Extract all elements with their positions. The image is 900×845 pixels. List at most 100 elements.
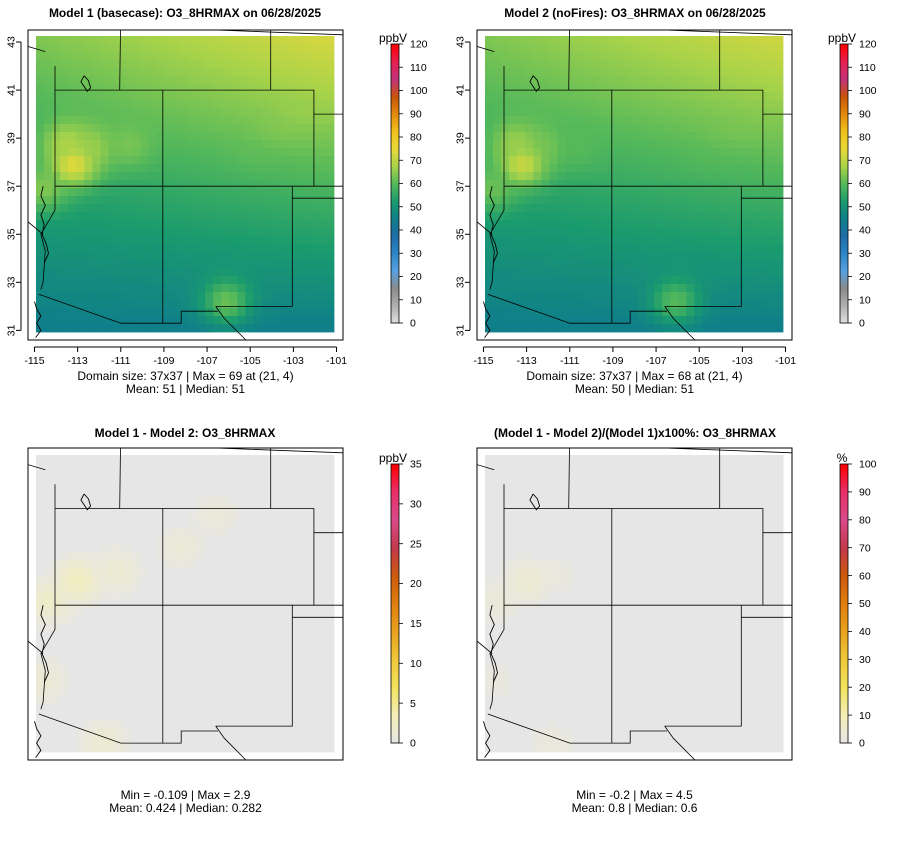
heatmap-cell xyxy=(549,244,557,252)
heatmap-cell xyxy=(221,680,229,688)
heatmap-cell xyxy=(775,300,783,308)
heatmap-cell xyxy=(326,124,334,132)
heatmap-cell xyxy=(205,471,213,479)
heatmap-cell xyxy=(108,567,116,575)
heatmap-cell xyxy=(92,487,100,495)
heatmap-cell xyxy=(108,148,116,156)
heatmap-cell xyxy=(92,575,100,583)
heatmap-cell xyxy=(294,479,302,487)
heatmap-cell xyxy=(302,36,310,44)
heatmap-cell xyxy=(133,308,141,316)
heatmap-cell xyxy=(694,196,702,204)
colorbar-swatch xyxy=(391,634,399,637)
heatmap-cell xyxy=(68,180,76,188)
heatmap-cell xyxy=(767,471,775,479)
heatmap-cell xyxy=(678,164,686,172)
heatmap-cell xyxy=(302,599,310,607)
colorbar-swatch xyxy=(391,218,399,221)
heatmap-cell xyxy=(557,140,565,148)
heatmap-cell xyxy=(84,204,92,212)
heatmap-cell xyxy=(326,527,334,535)
heatmap-cell xyxy=(221,624,229,632)
heatmap-cell xyxy=(711,244,719,252)
heatmap-cell xyxy=(173,44,181,52)
heatmap-cell xyxy=(149,324,157,332)
heatmap-cell xyxy=(711,132,719,140)
heatmap-cell xyxy=(189,172,197,180)
heatmap-cell xyxy=(719,188,727,196)
heatmap-cell xyxy=(84,236,92,244)
heatmap-cell xyxy=(221,543,229,551)
heatmap-cell xyxy=(590,471,598,479)
heatmap-cell xyxy=(229,284,237,292)
heatmap-cell xyxy=(566,132,574,140)
heatmap-cell xyxy=(108,487,116,495)
heatmap-cell xyxy=(735,300,743,308)
heatmap-cell xyxy=(189,503,197,511)
heatmap-cell xyxy=(326,156,334,164)
heatmap-cell xyxy=(173,260,181,268)
heatmap-cell xyxy=(253,503,261,511)
heatmap-cell xyxy=(117,471,125,479)
heatmap-cell xyxy=(125,92,133,100)
heatmap-cell xyxy=(165,92,173,100)
heatmap-cell xyxy=(237,471,245,479)
heatmap-cell xyxy=(213,503,221,511)
heatmap-cell xyxy=(100,744,108,752)
heatmap-cell xyxy=(670,124,678,132)
heatmap-cell xyxy=(262,124,270,132)
heatmap-cell xyxy=(662,188,670,196)
heatmap-cell xyxy=(84,463,92,471)
heatmap-cell xyxy=(68,236,76,244)
heatmap-cell xyxy=(646,172,654,180)
heatmap-cell xyxy=(727,108,735,116)
heatmap-cell xyxy=(68,551,76,559)
heatmap-cell xyxy=(525,68,533,76)
heatmap-cell xyxy=(286,616,294,624)
heatmap-cell xyxy=(743,495,751,503)
heatmap-cell xyxy=(630,204,638,212)
heatmap-cell xyxy=(278,164,286,172)
heatmap-cell xyxy=(237,92,245,100)
heatmap-cell xyxy=(286,196,294,204)
heatmap-cell xyxy=(278,268,286,276)
heatmap-cell xyxy=(767,100,775,108)
colorbar-swatch xyxy=(840,193,848,196)
heatmap-cell xyxy=(245,188,253,196)
heatmap-cell xyxy=(245,543,253,551)
heatmap-cell xyxy=(44,736,52,744)
heatmap-cell xyxy=(638,276,646,284)
heatmap-cell xyxy=(84,196,92,204)
heatmap-cell xyxy=(735,172,743,180)
heatmap-cell xyxy=(286,527,294,535)
heatmap-cell xyxy=(229,316,237,324)
heatmap-cell xyxy=(727,300,735,308)
heatmap-cell xyxy=(253,591,261,599)
heatmap-cell xyxy=(221,503,229,511)
heatmap-cell xyxy=(574,268,582,276)
heatmap-cell xyxy=(574,511,582,519)
colorbar-swatch xyxy=(840,177,848,180)
colorbar-tick-label: 50 xyxy=(859,201,871,213)
heatmap-cell xyxy=(84,616,92,624)
heatmap-cell xyxy=(582,76,590,84)
heatmap-cell xyxy=(237,244,245,252)
heatmap-cell xyxy=(270,535,278,543)
colorbar-swatch xyxy=(840,265,848,268)
heatmap-cell xyxy=(686,495,694,503)
heatmap-cell xyxy=(189,252,197,260)
heatmap-cell xyxy=(100,324,108,332)
heatmap-cell xyxy=(117,583,125,591)
heatmap-cell xyxy=(92,252,100,260)
heatmap-cell xyxy=(638,148,646,156)
heatmap-cell xyxy=(92,455,100,463)
heatmap-cell xyxy=(270,575,278,583)
heatmap-cell xyxy=(574,244,582,252)
heatmap-cell xyxy=(92,116,100,124)
heatmap-cell xyxy=(262,720,270,728)
heatmap-cell xyxy=(574,60,582,68)
heatmap-cell xyxy=(622,463,630,471)
heatmap-cell xyxy=(622,100,630,108)
heatmap-cell xyxy=(253,704,261,712)
heatmap-cell xyxy=(485,511,493,519)
